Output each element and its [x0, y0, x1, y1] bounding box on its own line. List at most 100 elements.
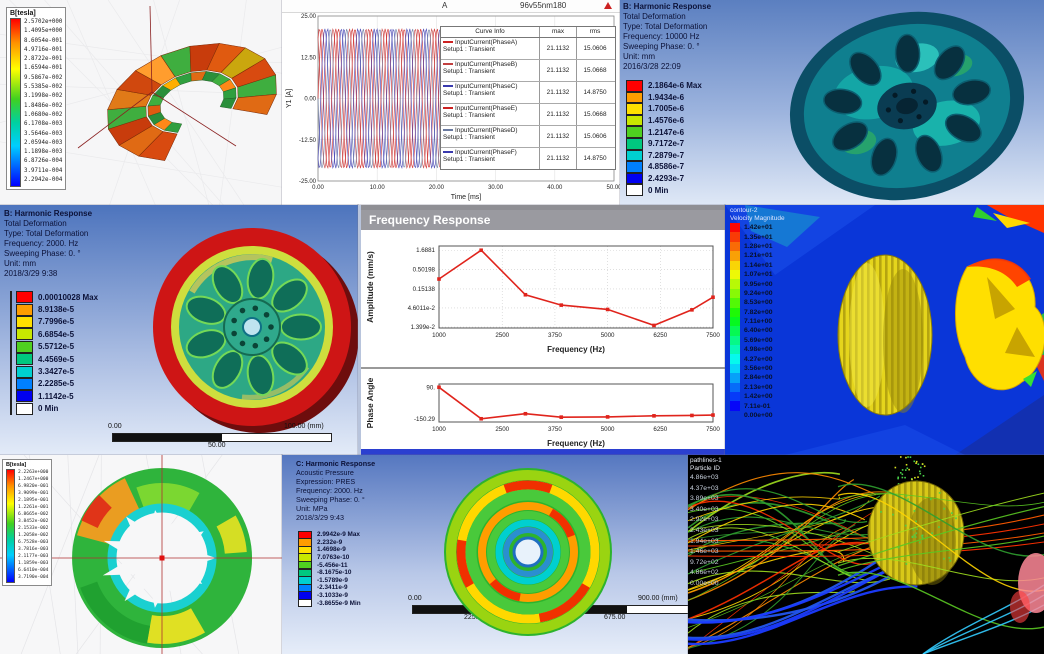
legend-value: 1.14e+01: [744, 261, 773, 269]
svg-text:90.: 90.: [426, 384, 435, 391]
curve-name: InputCurrent(PhaseF) Setup1 : Transient: [441, 148, 540, 169]
legend-swatch: [730, 232, 740, 242]
text-row: Unit: mm: [623, 52, 655, 61]
curve-color-dash: [443, 85, 453, 88]
legend-value: 7.11e+00: [744, 318, 773, 326]
legend-value: -1.5789e-9: [317, 576, 348, 584]
window-titlebar[interactable]: Frequency Response: [361, 210, 725, 230]
svg-text:0.00: 0.00: [304, 97, 316, 103]
text-row: 5.5385e-002: [24, 84, 63, 91]
legend-row: 9.7172e-7: [626, 138, 702, 150]
text-row: Sweeping Phase: 0. °: [296, 495, 365, 504]
legend-row: 6.6854e-5: [16, 328, 98, 341]
text-row: Total Deformation: [623, 12, 686, 21]
legend-swatch: [730, 298, 740, 308]
pathlines-legend: pathlines-1 Particle ID 4.86e+03 4.37e+03…: [690, 457, 722, 590]
svg-text:4.6011e-2: 4.6011e-2: [408, 305, 436, 312]
legend-row: 1.1142e-5: [16, 390, 98, 403]
svg-text:40.00: 40.00: [547, 185, 563, 191]
legend-value: 1.2147e-6: [648, 127, 685, 137]
text-row: 1.1859e-003: [18, 561, 49, 566]
legend-swatch: [730, 335, 740, 346]
legend-swatch: [730, 316, 740, 327]
flow-patch: [725, 205, 875, 275]
legend-value: 9.24e+00: [744, 289, 773, 297]
plot-title: 96v55nm180: [520, 1, 567, 10]
legend-row: 2.84e+00: [730, 373, 785, 383]
text-row: 1.8486e-002: [24, 102, 63, 109]
contour-legend: 0.00010028 Max 8.9138e-5 7.7996e-5 6.6854e-…: [10, 291, 98, 415]
legend-variable: Velocity Magnitude: [730, 215, 785, 222]
legend-swatch: [730, 260, 740, 270]
svg-text:2500: 2500: [495, 426, 509, 433]
legend-value: 4.98e+00: [744, 346, 773, 354]
legend-swatch: [730, 354, 740, 364]
legend-swatch: [16, 390, 33, 403]
legend-value: 4.4569e-5: [38, 354, 75, 364]
curve-max: 21.1132: [540, 82, 577, 103]
text-row: 2018/3/29 9:38: [4, 269, 58, 278]
svg-text:50.00: 50.00: [606, 185, 620, 191]
text-row: 6.1708e-003: [24, 121, 63, 128]
legend-title: B[tesla]: [10, 10, 36, 17]
legend-value: 3.56e+00: [744, 365, 773, 373]
legend-value: 1.4698e-9: [317, 546, 346, 554]
panel-maxwell-flux-segment: B[tesla] 2.5702e+000 1.4095e+000 8.6054e-0…: [0, 0, 283, 206]
legend-value: 0.00010028 Max: [38, 292, 99, 302]
legend-row: 5.69e+00: [730, 335, 785, 346]
plot-corner-label: A: [442, 1, 448, 10]
red-triangle-icon: [604, 2, 612, 9]
text-row: Unit: MPa: [296, 504, 328, 513]
legend-row: 7.2879e-7: [626, 149, 702, 162]
panel-acoustic-pressure: 0.00 900.00 (mm) 225.00 675.00 C: Harmon…: [281, 454, 689, 654]
legend-row: 0.00010028 Max: [16, 291, 99, 304]
svg-text:6250: 6250: [653, 426, 667, 433]
text-row: Type: Total Deformation: [4, 229, 89, 238]
legend-swatch: [730, 269, 740, 280]
cfd-render: [725, 205, 1044, 455]
svg-text:20.00: 20.00: [429, 185, 445, 191]
text-row: Expression: PRES: [296, 477, 356, 486]
legend-swatch: [626, 149, 643, 162]
text-row: 2.1533e-002: [18, 526, 49, 531]
svg-text:1.6881: 1.6881: [416, 247, 435, 254]
text-row: 1.2261e-001: [18, 505, 49, 510]
legend-value: 5.69e+00: [744, 336, 773, 344]
curve-color-dash: [443, 129, 453, 132]
legend-swatch: [626, 172, 643, 185]
text-row: 1.2467e+000: [18, 477, 49, 482]
text-row: 6.8665e-002: [18, 512, 49, 517]
svg-text:10.00: 10.00: [370, 185, 386, 191]
legend-row: 6.40e+00: [730, 326, 785, 336]
field-legend: B[tesla] 2.2263e+000 1.2467e+000 6.9820e-0…: [2, 459, 53, 586]
legend-row: 1.2147e-6: [626, 126, 702, 138]
legend-row: 1.9434e-6: [626, 91, 702, 104]
deformed-wheel-render: [789, 11, 1025, 201]
svg-text:5000: 5000: [601, 332, 615, 339]
legend-value: 6.40e+00: [744, 327, 773, 335]
curve-name: InputCurrent(PhaseA) Setup1 : Transient: [441, 38, 540, 59]
column-header: max: [540, 27, 577, 37]
panel-frequency-response-window: Frequency Response 1.6881 0.50198 0.15138 4…: [357, 204, 726, 456]
text-row: Frequency: 2000. Hz: [4, 239, 79, 248]
curve-max: 21.1132: [540, 126, 577, 147]
legend-swatch: [730, 241, 740, 252]
svg-text:3750: 3750: [548, 332, 562, 339]
text-row: Sweeping Phase: 0. °: [4, 249, 81, 258]
legend-value: 1.4576e-6: [648, 116, 685, 126]
curve-name: InputCurrent(PhaseE) Setup1 : Transient: [441, 104, 540, 125]
legend-row: 4.4569e-5: [16, 353, 98, 366]
scale-bar: [112, 433, 332, 442]
text-row: 2.5702e+000: [24, 19, 63, 25]
legend-value: 1.21e+01: [744, 252, 773, 260]
legend-variable: Particle ID: [690, 465, 720, 472]
legend-row: 9.95e+00: [730, 279, 785, 289]
legend-swatch: [626, 138, 643, 150]
legend-value: 8.53e+00: [744, 299, 773, 307]
legend-value: 1.42e+00: [744, 393, 773, 401]
legend-row: 2.4293e-7: [626, 172, 702, 185]
legend-value: 7.7996e-5: [38, 317, 75, 327]
legend-row: 1.21e+01: [730, 251, 785, 261]
curve-name: InputCurrent(PhaseB) Setup1 : Transient: [441, 60, 540, 81]
legend-row: 9.24e+00: [730, 288, 785, 299]
